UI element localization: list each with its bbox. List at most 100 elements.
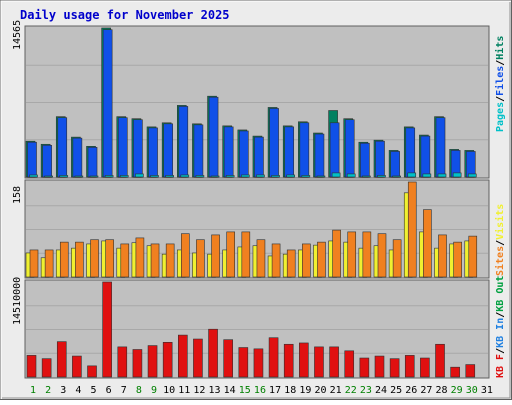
ymax-label-visits: 158 [12, 186, 23, 204]
legend-item: KB F [495, 354, 506, 378]
pages-bar [286, 174, 296, 178]
pages-bar [422, 173, 432, 178]
files-bar [284, 126, 295, 178]
legend-separator: / [495, 348, 506, 354]
files-bar [87, 147, 98, 178]
kbytes-bar [283, 343, 294, 378]
sites-bar [438, 234, 447, 278]
day-label: 27 [420, 385, 432, 396]
kbytes-bar [329, 346, 339, 378]
pages-bar [89, 175, 99, 178]
day-label: 15 [239, 385, 251, 396]
kbytes-bar [374, 355, 385, 378]
chart-title: Daily usage for November 2025 [20, 8, 230, 22]
kbytes-bar [193, 338, 203, 378]
sites-bar [392, 239, 402, 278]
pages-bar [437, 173, 447, 178]
pages-bar [362, 175, 371, 178]
kbytes-bar [268, 337, 279, 378]
sites-bar [332, 229, 341, 278]
kbytes-bar [299, 342, 309, 378]
pages-bar [59, 175, 69, 178]
sites-bar [241, 231, 251, 278]
day-label: 25 [390, 385, 402, 396]
files-bar [102, 29, 113, 178]
day-label: 8 [136, 385, 142, 396]
legend-item: Hits [494, 36, 506, 60]
day-label: 14 [224, 385, 236, 396]
day-label: 23 [360, 385, 372, 396]
sites-bar [317, 241, 326, 278]
sites-bar [302, 243, 311, 278]
files-bar [390, 151, 400, 178]
day-label: 10 [163, 385, 175, 396]
legend-item: Sites [494, 246, 506, 276]
day-label: 7 [121, 385, 127, 396]
kbytes-bar [87, 365, 97, 378]
kbytes-bar [208, 328, 218, 378]
day-label: 20 [314, 385, 326, 396]
files-bar [435, 117, 446, 178]
pages-bar [346, 173, 356, 178]
day-label: 2 [45, 385, 51, 396]
pages-bar [195, 175, 205, 178]
kbytes-bar [435, 343, 445, 378]
legend-item: Pages [495, 102, 506, 132]
kbytes-bar [465, 364, 476, 378]
legend-separator: / [495, 240, 506, 246]
kbytes-bar [56, 341, 67, 378]
files-bar [254, 136, 264, 178]
sites-bar [44, 249, 54, 278]
day-label: 21 [330, 385, 342, 396]
day-label: 24 [375, 385, 387, 396]
kbytes-bar [450, 366, 460, 378]
files-bar [117, 117, 128, 178]
sites-bar [75, 241, 84, 278]
kbytes-bar [178, 334, 188, 378]
sites-bar [286, 249, 296, 278]
sites-bar [407, 181, 417, 278]
pages-bar [301, 175, 311, 178]
files-bar [299, 122, 310, 178]
kbytes-bar [420, 357, 430, 378]
pages-bar [210, 175, 220, 178]
sites-bar [120, 243, 130, 278]
pages-bar [467, 173, 477, 178]
files-bar [27, 141, 37, 178]
kbytes-bar [72, 355, 82, 378]
bars [25, 27, 478, 378]
sites-bar [226, 231, 235, 278]
files-bar [163, 123, 173, 178]
day-label: 6 [106, 385, 112, 396]
day-label: 5 [91, 385, 97, 396]
pages-bar [256, 174, 265, 178]
legend-separator: / [495, 60, 506, 66]
kbytes-bar [26, 355, 37, 378]
legend-separator: / [495, 312, 506, 318]
day-label: 31 [481, 385, 493, 396]
pages-bar [150, 175, 159, 178]
legend-item: KB Out [495, 276, 506, 312]
pages-bar [316, 175, 326, 178]
legend-item: Visits [494, 204, 506, 240]
pages-bar [119, 175, 129, 178]
files-bar [148, 127, 158, 178]
legend-visits-sites: Sites/Visits [494, 204, 506, 276]
sites-bar [453, 241, 462, 278]
pages-bar [74, 175, 84, 178]
sites-bar [196, 239, 205, 278]
day-label: 22 [345, 385, 357, 396]
files-bar [57, 117, 68, 178]
pages-bar [407, 172, 417, 178]
sites-bar [271, 243, 281, 278]
files-bar [72, 137, 83, 178]
sites-bar [150, 243, 160, 278]
day-label: 4 [75, 385, 81, 396]
legend-kbytes: KB F/KB In/KB Out [495, 276, 506, 378]
pages-bar [225, 175, 235, 178]
sites-bar [165, 243, 175, 278]
sites-bar [90, 239, 99, 278]
